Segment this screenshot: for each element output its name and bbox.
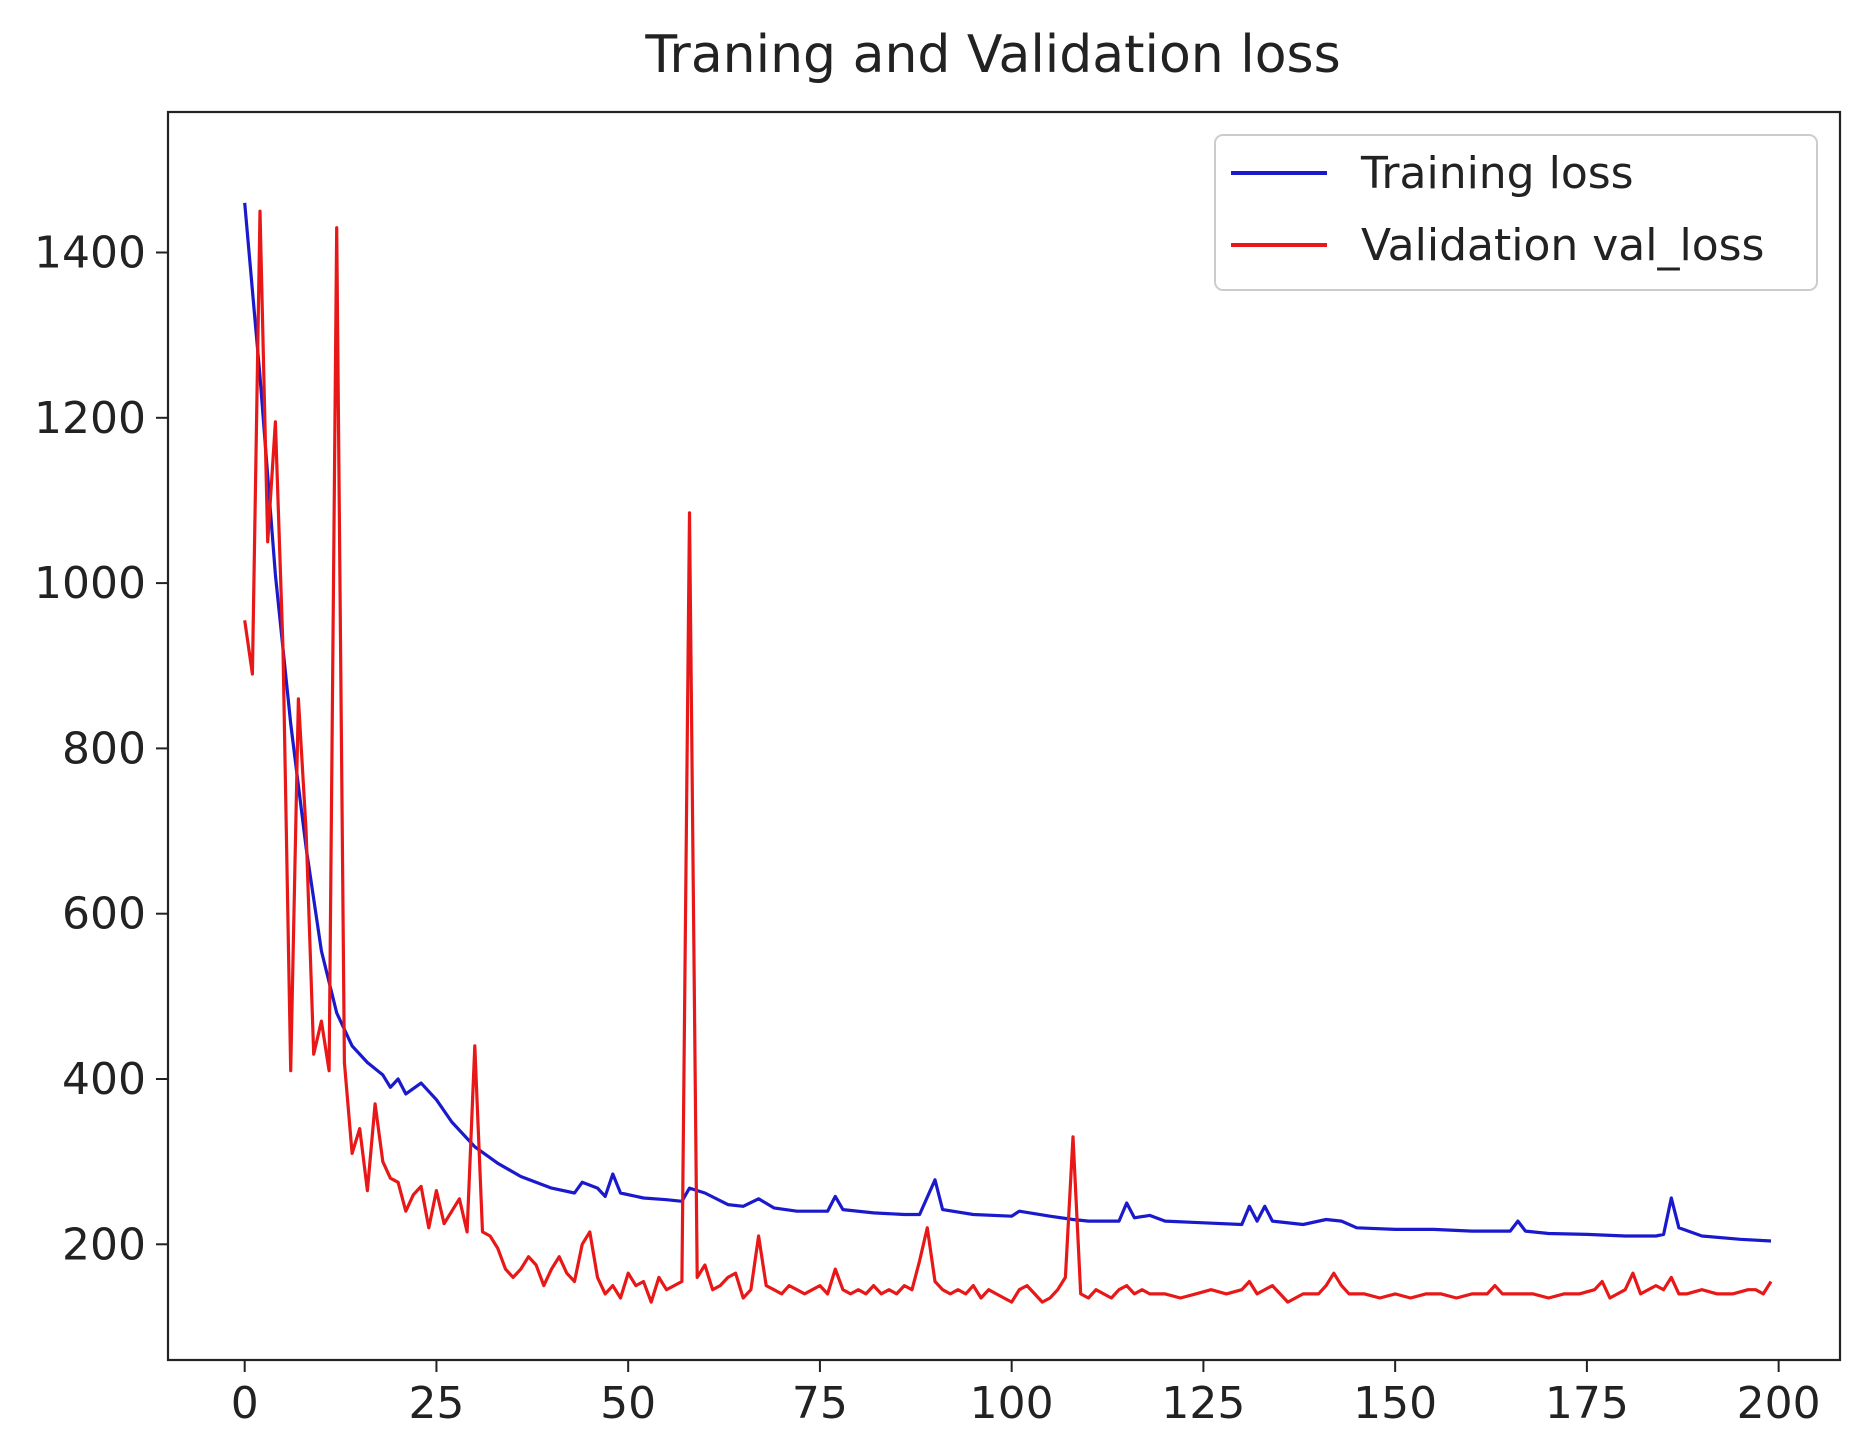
- x-tick-label: 25: [408, 1378, 464, 1429]
- x-tick-label: 150: [1353, 1378, 1437, 1429]
- legend-label: Training loss: [1360, 148, 1634, 199]
- x-tick-label: 200: [1737, 1378, 1821, 1429]
- y-tick-label: 400: [62, 1054, 146, 1105]
- axes: 0 25 50 75 100 125 150 175 200 200 400 600 800 1000 12…: [34, 110, 1842, 1429]
- series-line-training-loss: [243, 202, 1772, 1243]
- x-tick-label: 0: [231, 1378, 259, 1429]
- y-tick-label: 800: [62, 723, 146, 774]
- plot-area: [243, 202, 1773, 1304]
- x-tick-label: 50: [600, 1378, 656, 1429]
- series-line-validation-val-loss: [243, 209, 1773, 1304]
- y-tick-label: 1200: [34, 393, 146, 444]
- chart-title: Traning and Validation loss: [644, 25, 1340, 85]
- x-tick-label: 100: [970, 1378, 1054, 1429]
- y-tick-label: 200: [62, 1219, 146, 1270]
- legend-box: [1214, 134, 1818, 291]
- legend-label: Validation val_loss: [1361, 220, 1764, 271]
- x-tick-label: 75: [792, 1378, 848, 1429]
- y-tick-label: 600: [62, 889, 146, 940]
- axes-frame: [166, 110, 1842, 1362]
- y-tick-label: 1400: [34, 228, 146, 279]
- x-tick-label: 175: [1545, 1378, 1629, 1429]
- y-tick-label: 1000: [34, 558, 146, 609]
- legend: Training loss Validation val_loss: [1214, 134, 1818, 291]
- x-tick-label: 125: [1161, 1378, 1245, 1429]
